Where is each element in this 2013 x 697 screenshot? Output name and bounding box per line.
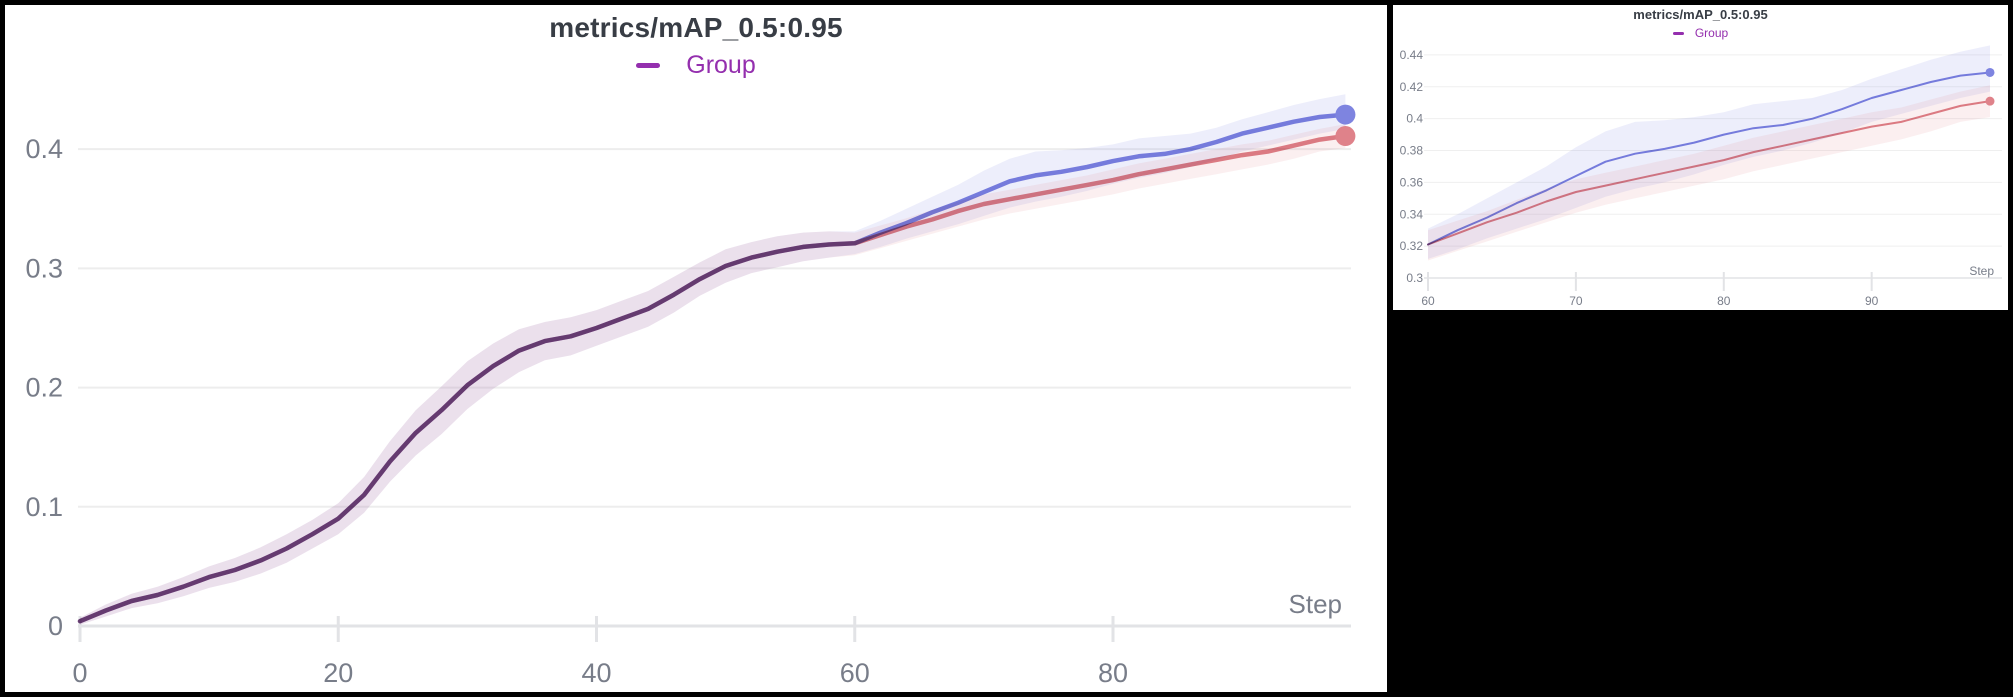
blue-run-endpoint-dot[interactable]	[1985, 67, 1995, 77]
y-tick-label: 0.34	[1400, 207, 1424, 221]
y-tick-label: 0.44	[1400, 48, 1424, 62]
y-tick-label: 0.3	[1406, 271, 1423, 285]
y-tick-label: 0	[48, 611, 63, 641]
main-chart-panel: metrics/mAP_0.5:0.95 Group 0 0.1 0.2 0.3 0.4…	[5, 5, 1387, 692]
x-axis-title: Step	[1289, 589, 1343, 619]
y-tick-label: 0.36	[1400, 175, 1424, 189]
main-chart-svg[interactable]: 0 0.1 0.2 0.3 0.4 0 20 40 60 80 Step	[5, 5, 1387, 692]
legend-line-icon	[1672, 31, 1684, 35]
x-tick-label: 70	[1569, 294, 1583, 308]
x-axis-title: Step	[1969, 264, 1994, 278]
y-tick-label: 0.1	[25, 492, 63, 522]
x-tick-label: 0	[72, 658, 87, 688]
blue-run-confidence-band	[80, 94, 1346, 625]
legend-line-icon	[636, 63, 661, 68]
red-run-endpoint-dot[interactable]	[1335, 126, 1356, 147]
red-run-endpoint-dot[interactable]	[1985, 96, 1995, 106]
legend-group-label: Group	[686, 51, 756, 79]
x-tick-label: 90	[1865, 294, 1879, 308]
x-tick-label: 80	[1717, 294, 1731, 308]
main-chart-title: metrics/mAP_0.5:0.95	[549, 12, 843, 43]
y-tick-label: 0.2	[25, 373, 63, 403]
y-tick-label: 0.3	[25, 253, 63, 283]
inset-chart-legend[interactable]: Group	[1393, 26, 2008, 40]
y-tick-label: 0.32	[1400, 239, 1424, 253]
y-tick-label: 0.4	[25, 134, 63, 164]
inset-chart-panel: metrics/mAP_0.5:0.95 Group 0.3 0.32 0.34 0.…	[1393, 5, 2008, 310]
x-tick-label: 60	[1421, 294, 1435, 308]
red-run-confidence-band	[1428, 85, 1990, 261]
blue-run-confidence-band	[1428, 45, 1990, 259]
blue-run-line[interactable]	[77, 112, 1348, 624]
y-tick-label: 0.38	[1400, 144, 1424, 158]
main-chart-legend[interactable]: Group	[5, 51, 1387, 80]
y-tick-label: 0.42	[1400, 80, 1424, 94]
blue-run-endpoint-dot[interactable]	[1335, 104, 1356, 125]
x-tick-label: 60	[840, 658, 870, 688]
blue-run-line[interactable]	[1427, 71, 1991, 246]
x-tick-label: 20	[323, 658, 353, 688]
x-tick-label: 40	[581, 658, 611, 688]
red-run-confidence-band	[80, 124, 1346, 625]
legend-group-label: Group	[1694, 26, 1729, 40]
inset-chart-title: metrics/mAP_0.5:0.95	[1633, 7, 1768, 22]
red-run-line[interactable]	[1427, 100, 1991, 246]
y-tick-label: 0.4	[1406, 112, 1423, 126]
x-tick-label: 80	[1098, 658, 1128, 688]
inset-chart-svg[interactable]: 0.3 0.32 0.34 0.36 0.38 0.4 0.42 0.44 60 70 80 90 St…	[1393, 5, 2008, 310]
